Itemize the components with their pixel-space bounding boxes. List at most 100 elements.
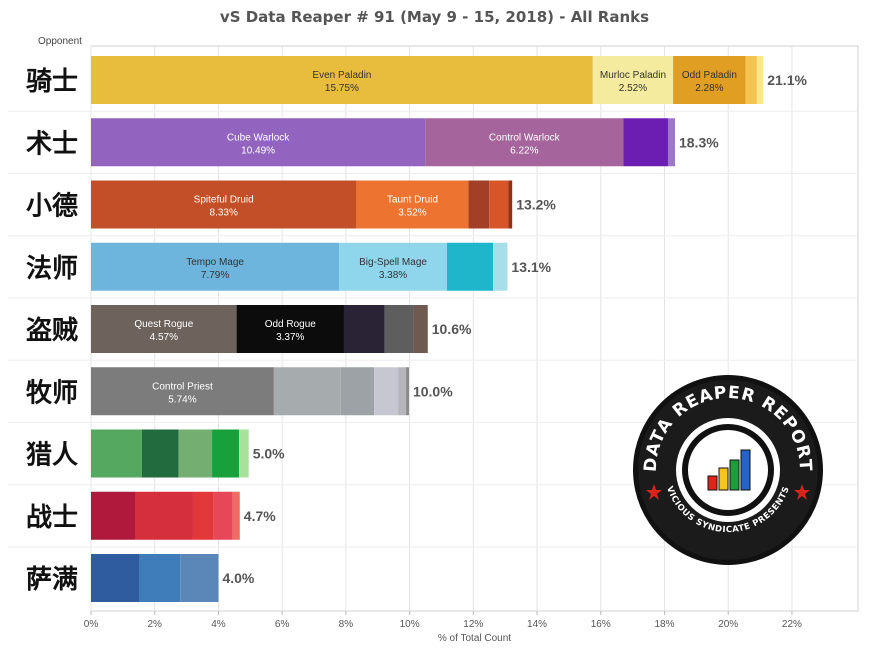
bar-segment [339,242,447,291]
segment-value-label: 3.52% [398,208,426,219]
bar-segment [374,367,399,416]
row-total-label: 10.0% [413,383,453,399]
bar-segment [91,56,593,104]
segment-value-label: 2.28% [695,83,723,94]
bar-segment [592,56,674,104]
x-tick-label: 22% [782,619,802,630]
segment-value-label: 10.49% [241,145,275,156]
segment-name-label: Big-Spell Mage [359,257,427,268]
segment-name-label: Quest Rogue [134,319,193,330]
row-category-label: 小德 [26,192,78,222]
badge-star-right-icon [794,484,810,500]
chart-title: vS Data Reaper # 91 (May 9 - 15, 2018) -… [219,8,650,26]
bar-segment [468,180,490,229]
opponent-column-header: Opponent [38,36,82,47]
segment-name-label: Control Warlock [489,132,561,143]
bar-segment [489,180,509,229]
x-tick-label: 8% [339,619,354,630]
x-tick-label: 16% [591,619,611,630]
row-total-label: 4.0% [222,570,254,586]
row-total-label: 13.2% [516,197,556,213]
bar-segment [745,56,757,104]
bar-segment [236,305,344,353]
bar-segment [180,554,219,602]
bar-segment [493,242,508,291]
row-total-label: 18.3% [679,134,719,150]
bar-segment [667,118,675,167]
badge-bar [729,459,740,491]
bar-segment [356,180,469,229]
bar-segment [413,305,428,353]
bar-segment [91,491,136,540]
segment-value-label: 6.22% [510,145,538,156]
row-category-label: 猎人 [26,441,78,471]
row-total-label: 4.7% [244,508,276,524]
row-total-label: 5.0% [253,446,285,462]
row-total-label: 13.1% [511,259,551,275]
bar-segment [135,491,193,540]
bar-segment [91,367,274,416]
data-reaper-report-badge: DATA REAPER REPORT VICIOUS SYNDICATE PRE… [633,375,823,565]
bar-segment [91,429,142,478]
bar-segment [756,56,764,104]
bar-segment [192,491,214,540]
row-category-label: 法师 [26,254,78,284]
bar-segment [340,367,375,416]
bar-segment [343,305,385,353]
segment-value-label: 15.75% [325,83,359,94]
bar-segment [673,56,746,104]
segment-name-label: Cube Warlock [227,132,290,143]
bar-segment [141,429,179,478]
segment-name-label: Odd Paladin [682,70,737,81]
segment-value-label: 7.79% [201,270,229,281]
segment-value-label: 8.33% [210,208,238,219]
x-tick-label: 12% [463,619,483,630]
bar-segment [406,367,409,416]
bar-segment [273,367,341,416]
segment-name-label: Even Paladin [312,70,371,81]
x-tick-label: 20% [718,619,738,630]
row-category-label: 战士 [26,503,78,533]
bar-segment [178,429,213,478]
x-tick-label: 14% [527,619,547,630]
segment-value-label: 4.57% [150,332,178,343]
row-total-label: 10.6% [432,321,472,337]
x-axis-title: % of Total Count [437,633,512,644]
x-tick-label: 10% [400,619,420,630]
bar-segment [91,180,357,229]
badge-bar-chart-icon [707,449,751,491]
segment-name-label: Taunt Druid [387,195,438,206]
row-category-label: 术士 [26,129,78,159]
bar-segment [91,118,426,167]
segment-name-label: Murloc Paladin [600,70,666,81]
badge-bar [740,449,751,491]
row-total-label: 21.1% [767,72,807,88]
bar-segment [232,491,240,540]
bar-segment [213,491,233,540]
row-category-label: 骑士 [26,67,78,97]
x-tick-label: 2% [147,619,162,630]
row-category-label: 牧师 [26,378,78,408]
bar-segment [425,118,624,167]
badge-bar [707,475,718,491]
bar-segment [91,554,140,602]
bar-segment [384,305,414,353]
bar-segment [239,429,249,478]
bar-segment [398,367,407,416]
bar-segment [91,242,340,291]
x-tick-label: 4% [211,619,226,630]
segment-value-label: 3.38% [379,270,407,281]
segment-name-label: Control Priest [152,381,213,392]
bar-segment [623,118,668,167]
segment-value-label: 5.74% [168,394,196,405]
segment-name-label: Odd Rogue [265,319,317,330]
segment-name-label: Tempo Mage [186,257,244,268]
segment-name-label: Spiteful Druid [194,195,254,206]
bar-segment [446,242,494,291]
bar-segment [91,305,237,353]
bar-segment [212,429,240,478]
row-category-label: 萨满 [26,565,78,595]
bar-segment [508,180,513,229]
row-category-label: 盗贼 [26,315,78,346]
